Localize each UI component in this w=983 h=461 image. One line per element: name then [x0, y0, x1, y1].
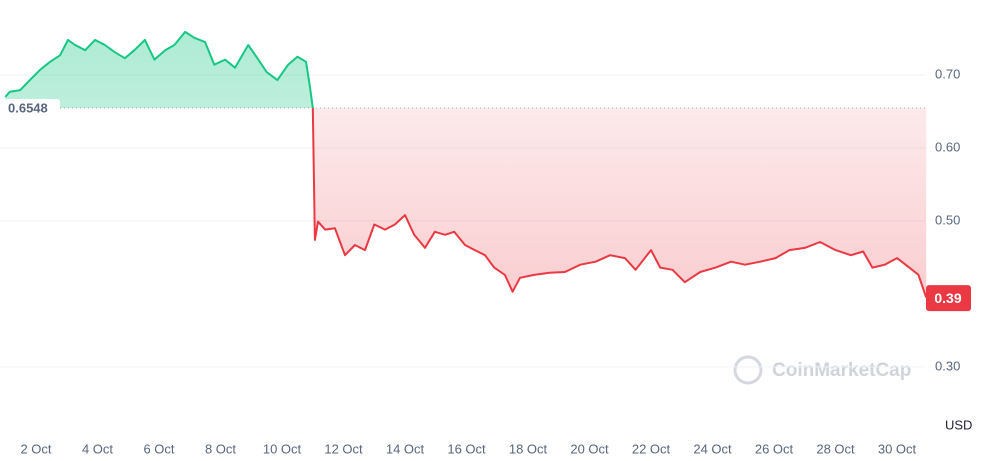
- x-tick-label: 30 Oct: [878, 441, 917, 456]
- x-tick-label: 16 Oct: [447, 441, 486, 456]
- area-below: [312, 107, 927, 298]
- y-tick-label: 0.60: [935, 139, 960, 154]
- x-tick-label: 10 Oct: [263, 441, 302, 456]
- watermark: CoinMarketCap: [733, 355, 911, 385]
- y-tick-label: 0.30: [935, 358, 960, 373]
- reference-label: 0.6548: [8, 100, 48, 115]
- x-tick-label: 22 Oct: [632, 441, 671, 456]
- x-tick-label: 8 Oct: [205, 441, 236, 456]
- unit-label: USD: [945, 417, 972, 432]
- x-tick-label: 20 Oct: [570, 441, 609, 456]
- area-above: [5, 31, 927, 108]
- x-tick-label: 18 Oct: [509, 441, 548, 456]
- reference-label-box: [4, 98, 60, 118]
- x-tick-label: 4 Oct: [82, 441, 113, 456]
- current-price-label: 0.39: [934, 290, 961, 306]
- price-line: [4, 30, 928, 298]
- y-tick-label: 0.70: [935, 66, 960, 81]
- current-price-box: [926, 285, 971, 312]
- x-tick-label: 26 Oct: [755, 441, 794, 456]
- y-tick-label: 0.50: [935, 212, 960, 227]
- x-tick-label: 24 Oct: [693, 441, 732, 456]
- watermark-text: CoinMarketCap: [772, 360, 911, 381]
- x-tick-label: 28 Oct: [816, 441, 855, 456]
- x-tick-label: 12 Oct: [324, 441, 363, 456]
- x-tick-label: 6 Oct: [143, 441, 174, 456]
- x-tick-label: 2 Oct: [20, 441, 51, 456]
- x-tick-label: 14 Oct: [386, 441, 425, 456]
